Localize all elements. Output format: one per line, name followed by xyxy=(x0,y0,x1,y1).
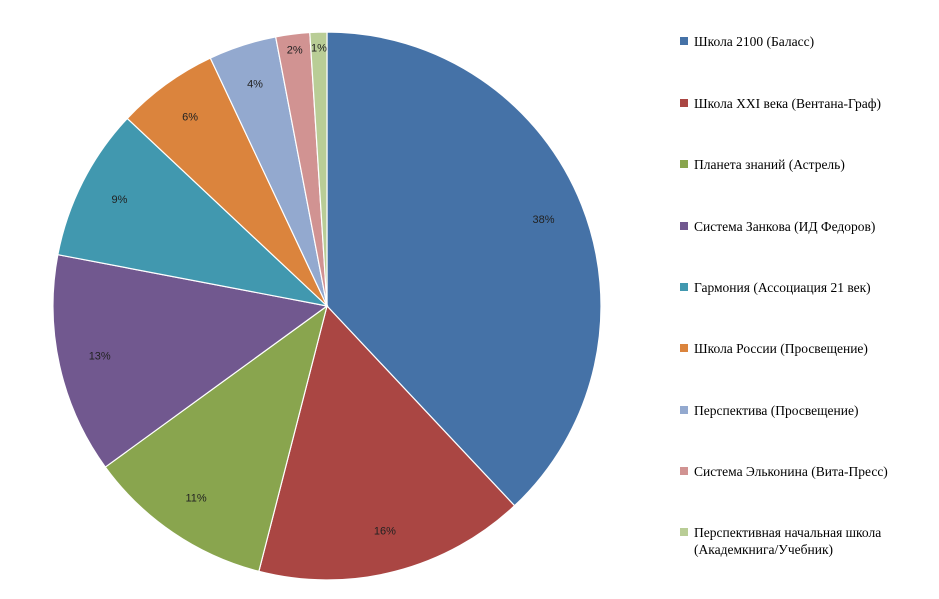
pie-slice-2 xyxy=(258,304,516,581)
legend-swatch xyxy=(680,37,688,45)
legend-item: Система Занкова (ИД Федоров) xyxy=(680,218,935,235)
slice-data-label: 6% xyxy=(182,111,198,123)
legend-item: Школа XXI века (Вентана-Граф) xyxy=(680,95,935,112)
slice-data-label: 13% xyxy=(89,351,111,363)
legend-label: Перспектива (Просвещение) xyxy=(694,403,859,418)
pie-chart: 38% 16% 11% 13% 9% 6% 4% 2% 1% xyxy=(52,31,602,581)
legend-item: Планета знаний (Астрель) xyxy=(680,156,935,173)
legend-item: Школа России (Просвещение) xyxy=(680,340,935,357)
slice-data-label: 4% xyxy=(247,78,263,90)
pie-slice-4 xyxy=(52,253,329,468)
legend-label: Школа 2100 (Баласс) xyxy=(694,34,815,49)
legend-item: Перспектива (Просвещение) xyxy=(680,402,935,419)
legend-swatch xyxy=(680,344,688,352)
slice-data-label: 16% xyxy=(374,525,396,537)
legend-item: Школа 2100 (Баласс) xyxy=(680,33,935,50)
legend-item: Гармония (Ассоциация 21 век) xyxy=(680,279,935,296)
slice-data-label: 9% xyxy=(112,194,128,206)
pie-slice-3 xyxy=(104,304,328,573)
legend-label: Школа XXI века (Вентана-Граф) xyxy=(694,96,881,111)
legend-item: Система Эльконина (Вита-Пресс) xyxy=(680,463,935,480)
legend-swatch xyxy=(680,160,688,168)
slice-data-label: 11% xyxy=(185,493,206,505)
legend-swatch xyxy=(680,283,688,291)
legend-label: Перспективная начальная школа (Академкни… xyxy=(694,525,882,557)
legend-swatch xyxy=(680,467,688,475)
legend-label: Система Занкова (ИД Федоров) xyxy=(694,219,876,234)
chart-legend: Школа 2100 (Баласс) Школа XXI века (Вента… xyxy=(680,0,935,599)
legend-swatch xyxy=(680,406,688,414)
legend-swatch xyxy=(680,222,688,230)
slice-data-label: 38% xyxy=(533,214,555,226)
pie-slice-9 xyxy=(309,31,328,307)
legend-label: Планета знаний (Астрель) xyxy=(694,157,845,172)
legend-label: Гармония (Ассоциация 21 век) xyxy=(694,280,871,295)
legend-label: Школа России (Просвещение) xyxy=(694,341,868,356)
pie-slice-1 xyxy=(326,31,602,507)
legend-item: Перспективная начальная школа (Академкни… xyxy=(680,524,935,558)
slice-data-label: 1% xyxy=(311,42,327,54)
pie-slice-5 xyxy=(57,117,329,307)
legend-label: Система Эльконина (Вита-Пресс) xyxy=(694,464,888,479)
legend-swatch xyxy=(680,99,688,107)
legend-swatch xyxy=(680,528,688,536)
slice-data-label: 2% xyxy=(287,44,303,56)
